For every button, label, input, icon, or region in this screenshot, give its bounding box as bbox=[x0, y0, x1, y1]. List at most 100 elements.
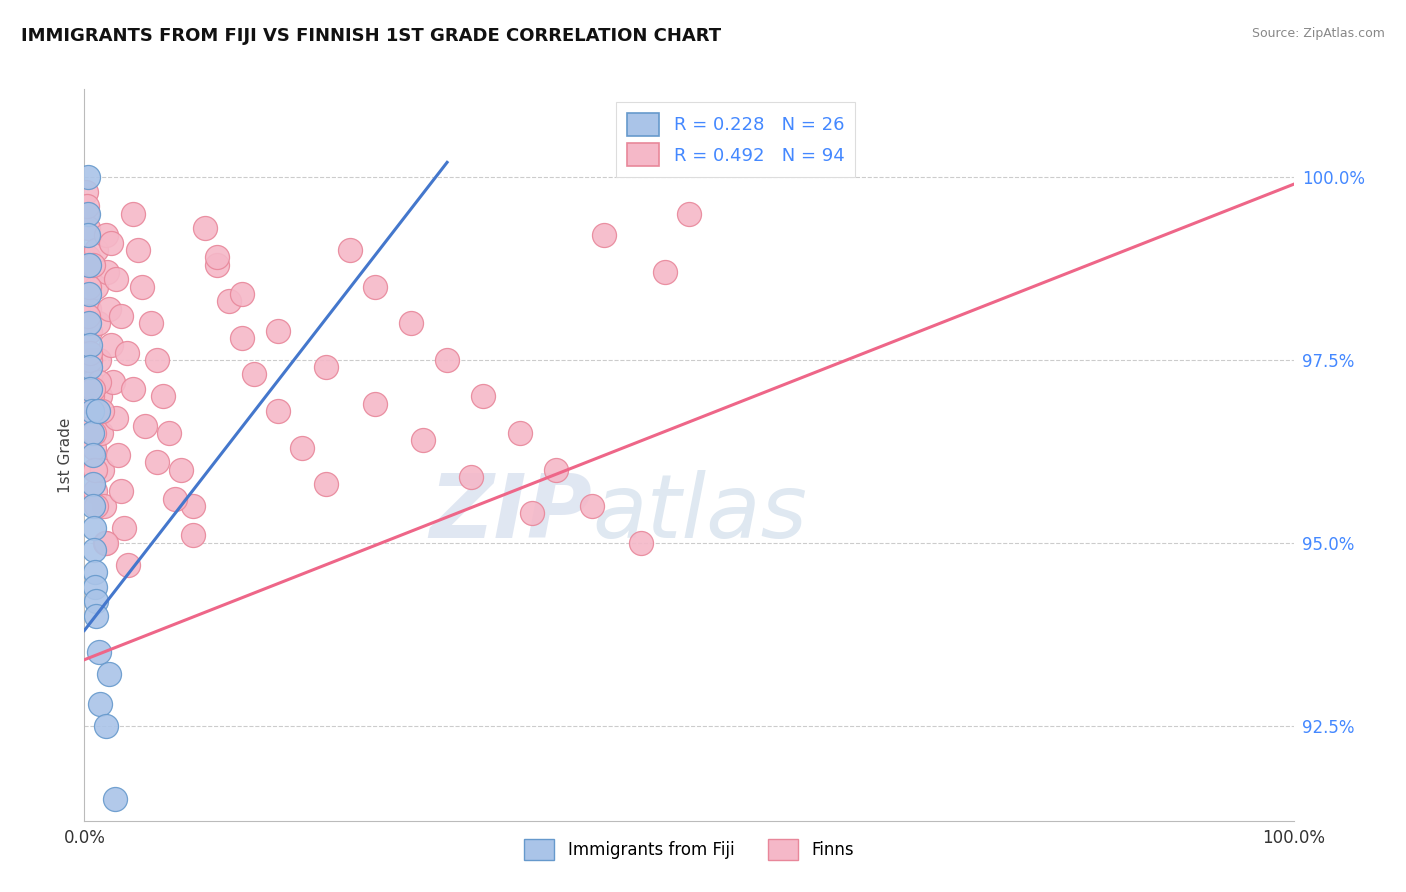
Point bbox=[242, 368, 264, 382]
Point bbox=[339, 243, 361, 257]
Point bbox=[89, 389, 111, 403]
Point bbox=[77, 279, 100, 293]
Point bbox=[315, 477, 337, 491]
Point bbox=[77, 287, 100, 301]
Point bbox=[100, 338, 122, 352]
Point bbox=[630, 535, 652, 549]
Point bbox=[86, 279, 108, 293]
Point bbox=[146, 352, 169, 367]
Point bbox=[181, 528, 204, 542]
Point bbox=[231, 287, 253, 301]
Point bbox=[80, 425, 103, 440]
Point bbox=[115, 345, 138, 359]
Point bbox=[96, 265, 118, 279]
Point bbox=[134, 418, 156, 433]
Point bbox=[80, 389, 103, 403]
Point bbox=[79, 352, 101, 367]
Point bbox=[89, 697, 111, 711]
Point bbox=[77, 169, 100, 184]
Point bbox=[127, 243, 149, 257]
Text: IMMIGRANTS FROM FIJI VS FINNISH 1ST GRADE CORRELATION CHART: IMMIGRANTS FROM FIJI VS FINNISH 1ST GRAD… bbox=[21, 27, 721, 45]
Point bbox=[152, 389, 174, 403]
Point bbox=[104, 791, 127, 805]
Point bbox=[581, 499, 603, 513]
Point bbox=[82, 418, 104, 433]
Point bbox=[84, 580, 107, 594]
Point bbox=[509, 425, 531, 440]
Point bbox=[472, 389, 495, 403]
Point bbox=[231, 331, 253, 345]
Point bbox=[87, 375, 110, 389]
Point bbox=[90, 425, 112, 440]
Point bbox=[93, 499, 115, 513]
Point bbox=[218, 294, 240, 309]
Point bbox=[194, 221, 217, 235]
Point bbox=[267, 324, 290, 338]
Point bbox=[112, 521, 135, 535]
Point bbox=[86, 243, 108, 257]
Point bbox=[82, 382, 104, 396]
Point bbox=[77, 206, 100, 220]
Point bbox=[291, 441, 314, 455]
Point bbox=[86, 594, 108, 608]
Point bbox=[91, 462, 114, 476]
Point bbox=[207, 258, 229, 272]
Point bbox=[104, 272, 127, 286]
Point bbox=[399, 316, 422, 330]
Point bbox=[87, 352, 110, 367]
Point bbox=[77, 258, 100, 272]
Point bbox=[83, 462, 105, 476]
Point bbox=[82, 448, 104, 462]
Point bbox=[77, 309, 100, 323]
Point bbox=[146, 455, 169, 469]
Point bbox=[77, 221, 100, 235]
Point bbox=[75, 185, 97, 199]
Text: ZIP: ZIP bbox=[429, 470, 592, 557]
Point bbox=[79, 345, 101, 359]
Point bbox=[86, 316, 108, 330]
Point bbox=[678, 206, 700, 220]
Point bbox=[86, 608, 108, 623]
Point bbox=[94, 535, 117, 549]
Legend: Immigrants from Fiji, Finns: Immigrants from Fiji, Finns bbox=[517, 832, 860, 867]
Y-axis label: 1st Grade: 1st Grade bbox=[58, 417, 73, 492]
Text: atlas: atlas bbox=[592, 470, 807, 557]
Point bbox=[100, 235, 122, 250]
Point bbox=[315, 360, 337, 375]
Point bbox=[97, 667, 120, 681]
Point bbox=[76, 206, 98, 220]
Point bbox=[83, 521, 105, 535]
Point bbox=[181, 499, 204, 513]
Text: Source: ZipAtlas.com: Source: ZipAtlas.com bbox=[1251, 27, 1385, 40]
Point bbox=[170, 462, 193, 476]
Point bbox=[91, 404, 114, 418]
Point bbox=[94, 718, 117, 732]
Point bbox=[654, 265, 676, 279]
Point bbox=[207, 251, 229, 265]
Point bbox=[80, 404, 103, 418]
Point bbox=[83, 425, 105, 440]
Point bbox=[86, 499, 108, 513]
Point bbox=[544, 462, 567, 476]
Point bbox=[163, 491, 186, 506]
Point bbox=[94, 228, 117, 243]
Point bbox=[79, 352, 101, 367]
Point bbox=[80, 375, 103, 389]
Point bbox=[139, 316, 162, 330]
Point bbox=[82, 397, 104, 411]
Point bbox=[121, 206, 143, 220]
Point bbox=[77, 316, 100, 330]
Point bbox=[82, 477, 104, 491]
Point bbox=[84, 565, 107, 579]
Point bbox=[94, 535, 117, 549]
Point bbox=[110, 309, 132, 323]
Point bbox=[460, 470, 482, 484]
Point bbox=[267, 404, 290, 418]
Point bbox=[520, 507, 543, 521]
Point bbox=[86, 404, 108, 418]
Point bbox=[436, 352, 458, 367]
Point bbox=[363, 279, 385, 293]
Point bbox=[117, 558, 139, 572]
Point bbox=[107, 448, 129, 462]
Point bbox=[79, 360, 101, 375]
